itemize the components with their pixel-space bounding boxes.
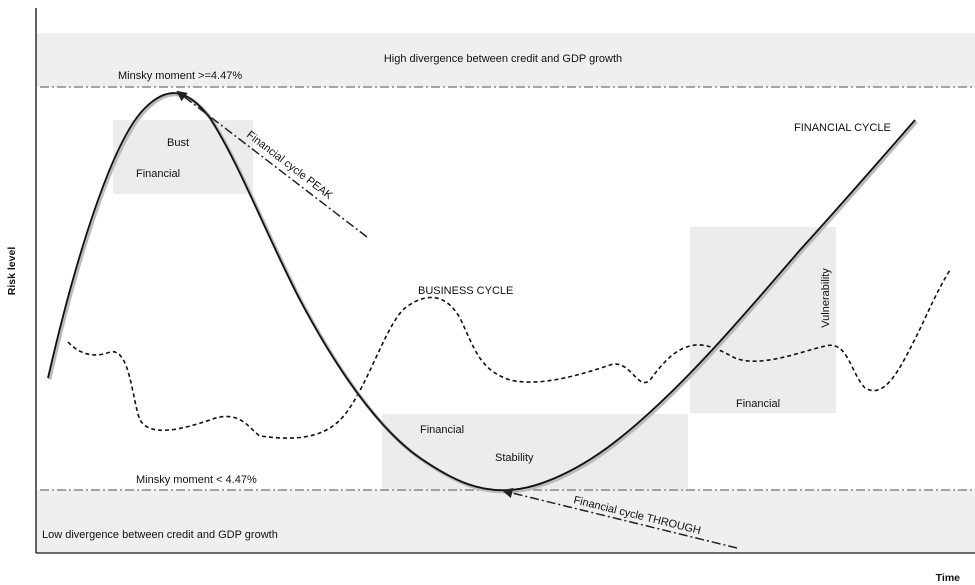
bust-financial-label: Financial xyxy=(136,168,180,180)
high-divergence-band xyxy=(36,33,975,87)
low-divergence-label: Low divergence between credit and GDP gr… xyxy=(42,529,278,541)
upper-threshold-label: Minsky moment >=4.47% xyxy=(118,70,242,82)
business-cycle-curve xyxy=(67,269,951,439)
x-axis-label: Time xyxy=(936,572,960,584)
financial-cycle-label: FINANCIAL CYCLE xyxy=(794,122,891,134)
high-divergence-label: High divergence between credit and GDP g… xyxy=(384,53,622,65)
y-axis-label: Risk level xyxy=(6,247,18,296)
vulnerability-financial-label: Financial xyxy=(736,398,780,410)
stability-financial-label: Financial xyxy=(420,424,464,436)
stability-label: Stability xyxy=(495,452,534,464)
peak-arrow-label: Financial cycle PEAK xyxy=(244,129,335,203)
vulnerability-zone xyxy=(690,227,836,413)
lower-threshold-label: Minsky moment < 4.47% xyxy=(136,474,257,486)
vulnerability-label: Vulnerability xyxy=(820,268,832,328)
peak-arrow xyxy=(176,90,368,238)
bust-label: Bust xyxy=(167,137,189,149)
business-cycle-label: BUSINESS CYCLE xyxy=(418,285,513,297)
financial-cycle-curve xyxy=(47,92,916,492)
low-divergence-band xyxy=(36,490,975,552)
through-arrow xyxy=(501,487,738,549)
